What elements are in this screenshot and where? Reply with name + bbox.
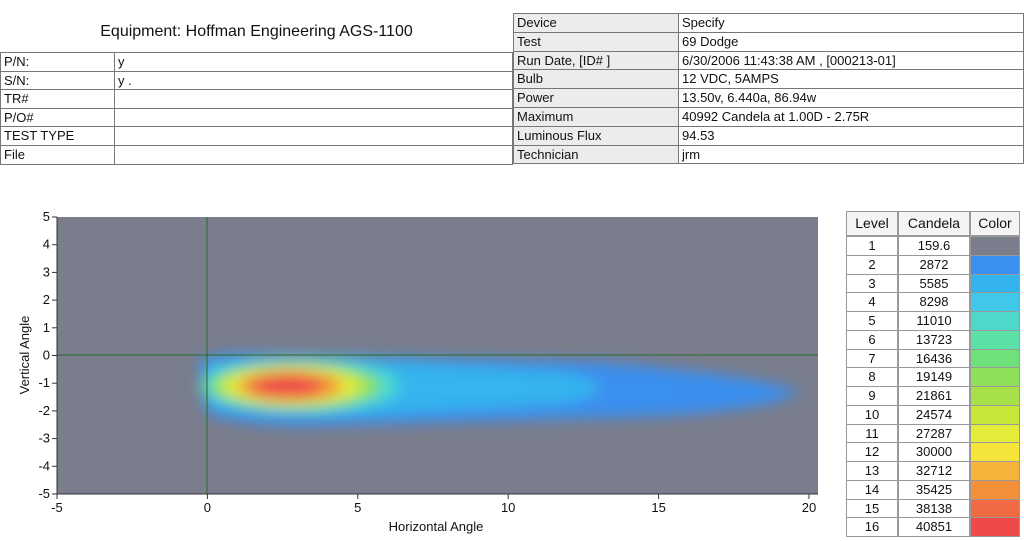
row-label: Technician [513,144,679,165]
legend-candela: 16436 [898,348,970,369]
y-tick-label: 3 [43,264,50,279]
y-tick-label: -2 [38,403,50,418]
legend-header: Level [846,211,898,236]
legend-swatch [970,423,1020,444]
legend-header: Color [970,211,1020,236]
legend-candela: 40851 [898,517,970,537]
y-tick-label: 0 [43,348,50,363]
legend-header: Candela [898,211,970,236]
legend-swatch [970,348,1020,369]
legend-level: 3 [846,273,898,294]
legend-candela: 24574 [898,404,970,425]
row-label: Power [513,88,679,108]
legend-candela: 11010 [898,311,970,331]
y-axis-label: Vertical Angle [17,316,32,395]
legend-swatch [970,442,1020,462]
legend-swatch [970,498,1020,519]
legend-swatch [970,254,1020,275]
legend-level: 7 [846,348,898,369]
legend-candela: 19149 [898,367,970,387]
legend-candela: 159.6 [898,236,970,256]
legend-level: 1 [846,236,898,256]
legend-candela: 27287 [898,423,970,444]
legend-level: 2 [846,254,898,275]
row-value [114,145,513,165]
x-axis-label: Horizontal Angle [389,519,484,534]
legend-swatch [970,479,1020,500]
x-tick-label: -5 [51,500,63,515]
equipment-title: Equipment: Hoffman Engineering AGS-1100 [100,23,413,40]
legend-level: 8 [846,367,898,387]
legend-candela: 38138 [898,498,970,519]
legend-swatch [970,292,1020,312]
legend-level: 4 [846,292,898,312]
legend-candela: 2872 [898,254,970,275]
row-label: Bulb [513,69,679,90]
y-tick-label: 2 [43,292,50,307]
y-tick-label: -1 [38,375,50,390]
legend-candela: 5585 [898,273,970,294]
legend-candela: 35425 [898,479,970,500]
legend-level: 9 [846,386,898,406]
y-tick-label: 5 [43,209,50,224]
legend-swatch [970,404,1020,425]
legend-swatch [970,329,1020,350]
legend-candela: 8298 [898,292,970,312]
legend-candela: 32712 [898,461,970,481]
legend-swatch [970,517,1020,537]
legend-swatch [970,273,1020,294]
y-tick-label: -5 [38,486,50,501]
x-tick-label: 15 [651,500,665,515]
legend-level: 14 [846,479,898,500]
y-tick-label: 4 [43,237,50,252]
x-tick-label: 0 [204,500,211,515]
y-tick-label: 1 [43,320,50,335]
x-tick-label: 20 [802,500,816,515]
legend-swatch [970,461,1020,481]
legend-candela: 21861 [898,386,970,406]
x-tick-label: 5 [354,500,361,515]
legend-level: 15 [846,498,898,519]
legend-swatch [970,367,1020,387]
chart: Horizontal Angle Vertical Angle -5 -4 -3 -2… [17,209,818,534]
legend-level: 12 [846,442,898,462]
legend-level: 6 [846,329,898,350]
legend-candela: 13723 [898,329,970,350]
legend-level: 13 [846,461,898,481]
legend-level: 5 [846,311,898,331]
legend-candela: 30000 [898,442,970,462]
y-tick-label: -4 [38,458,50,473]
legend-swatch [970,311,1020,331]
legend-level: 16 [846,517,898,537]
legend-swatch [970,386,1020,406]
x-tick-label: 10 [501,500,515,515]
legend-swatch [970,236,1020,256]
legend-level: 11 [846,423,898,444]
intensity-map [200,353,800,426]
y-tick-label: -3 [38,431,50,446]
legend-level: 10 [846,404,898,425]
